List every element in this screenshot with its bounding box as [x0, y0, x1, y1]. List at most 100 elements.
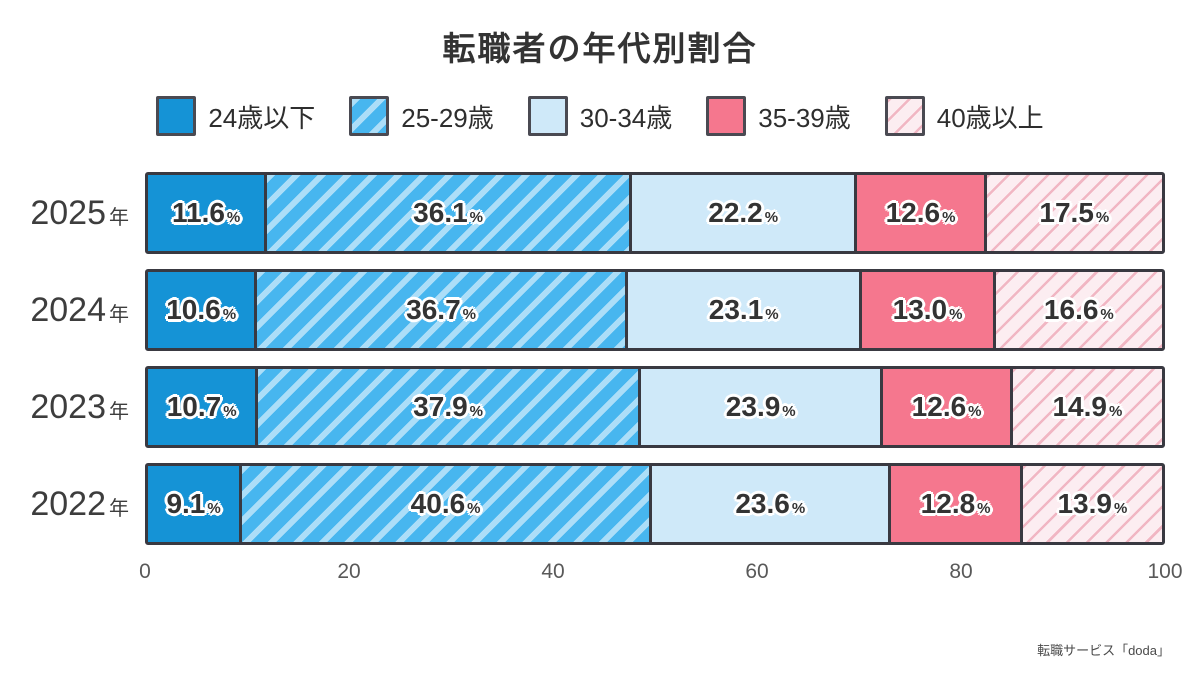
segment-value: 16.6% [1043, 294, 1114, 325]
bar-segment: 11.6% [145, 172, 268, 254]
legend-item-1: 25-29歳 [349, 96, 494, 136]
x-axis: 0 20 40 60 80 100 [139, 560, 1182, 588]
bar-segment: 17.5% [983, 172, 1165, 254]
year-label: 2024 年 [0, 291, 145, 330]
stacked-bar: 11.6% 36.1% 22.2% 12.6% 17.5% [145, 172, 1165, 254]
x-axis-tick: 0 [139, 560, 151, 583]
x-axis-tick: 80 [949, 560, 973, 583]
segment-value: 36.7% [406, 294, 476, 325]
percent-sign: % [765, 306, 779, 323]
legend: 24歳以下 25-29歳 30-34歳 35-39歳 40歳以上 [0, 96, 1200, 136]
bar-segment: 10.7% [145, 366, 259, 448]
legend-swatch-icon [884, 96, 925, 136]
bar-segment: 22.2% [628, 172, 858, 254]
percent-sign: % [462, 306, 476, 323]
percent-sign: % [791, 500, 806, 517]
bar-segment: 23.1% [624, 269, 863, 351]
year-number: 2025 [30, 193, 106, 232]
legend-label: 24歳以下 [208, 102, 316, 133]
percent-sign: % [223, 403, 237, 420]
segment-value: 14.9% [1052, 391, 1123, 422]
bar-segment: 12.6% [880, 366, 1013, 448]
bar-segment: 23.6% [649, 463, 892, 545]
bar-row-2024: 2024 年 10.6% 36.7% 23.1% 13.0% 16.6% [0, 269, 1166, 351]
segment-value: 10.6% [166, 294, 237, 325]
segment-value: 10.7% [166, 391, 237, 422]
percent-sign: % [977, 500, 991, 517]
bar-segment: 12.8% [888, 463, 1023, 545]
bar-segment: 10.6% [145, 269, 258, 351]
segment-value: 23.6% [735, 488, 806, 519]
legend-item-2: 30-34歳 [527, 96, 673, 136]
year-number: 2023 [30, 387, 106, 426]
bar-segment: 36.1% [264, 172, 632, 254]
chart-title: 転職者の年代別割合 [442, 30, 758, 67]
bar-segment: 13.9% [1019, 463, 1165, 545]
bar-row-2023: 2023 年 10.7% 37.9% 23.9% 12.6% 14.9% [0, 366, 1166, 448]
legend-swatch-icon [156, 96, 197, 136]
stacked-bar: 10.6% 36.7% 23.1% 13.0% 16.6% [145, 269, 1166, 351]
segment-value: 40.6% [410, 488, 481, 519]
segment-value: 12.6% [911, 391, 982, 422]
x-axis-row: 0 20 40 60 80 100 [0, 560, 1200, 588]
stacked-bar: 10.7% 37.9% 23.9% 12.6% 14.9% [145, 366, 1166, 448]
legend-swatch-icon [349, 96, 390, 136]
percent-sign: % [469, 403, 484, 420]
bar-segment: 9.1% [145, 463, 243, 545]
bar-segment: 40.6% [239, 463, 652, 545]
legend-label: 25-29歳 [401, 102, 494, 133]
percent-sign: % [207, 500, 221, 517]
bar-segment: 16.6% [992, 269, 1166, 351]
segment-value: 13.9% [1057, 488, 1128, 519]
year-label: 2023 年 [0, 388, 145, 427]
source-credit: 転職サービス「doda」 [1037, 643, 1170, 658]
percent-sign: % [942, 209, 956, 226]
stacked-bar: 9.1% 40.6% 23.6% 12.8% 13.9% [145, 463, 1165, 545]
segment-value: 37.9% [413, 391, 484, 422]
segment-value: 13.0% [892, 294, 963, 325]
segment-value: 17.5% [1039, 197, 1110, 228]
percent-sign: % [469, 209, 484, 226]
segment-value: 11.6% [171, 197, 241, 228]
percent-sign: % [1100, 306, 1114, 323]
segment-value: 23.1% [708, 294, 779, 325]
segment-value: 36.1% [413, 197, 484, 228]
bars-area: 2025 年 11.6% 36.1% 22.2% 12.6% 17.5% 2024 年 10.6%… [0, 172, 1200, 545]
legend-label: 30-34歳 [579, 102, 673, 133]
percent-sign: % [764, 209, 779, 226]
percent-sign: % [467, 500, 481, 517]
legend-swatch-icon [527, 96, 568, 136]
bar-segment: 36.7% [254, 269, 628, 351]
percent-sign: % [222, 306, 237, 323]
percent-sign: % [226, 209, 241, 226]
legend-swatch-icon [706, 96, 747, 136]
year-suffix: 年 [109, 206, 129, 229]
legend-label: 40歳以上 [936, 102, 1044, 133]
legend-item-3: 35-39歳 [706, 96, 851, 136]
bar-segment: 12.6% [854, 172, 987, 254]
percent-sign: % [949, 306, 963, 323]
bar-segment: 14.9% [1009, 366, 1166, 448]
bar-row-2025: 2025 年 11.6% 36.1% 22.2% 12.6% 17.5% [0, 172, 1165, 254]
x-axis-spacer [0, 560, 145, 588]
year-suffix: 年 [109, 400, 129, 423]
x-axis-tick: 40 [541, 560, 565, 583]
segment-value: 9.1% [166, 488, 221, 519]
percent-sign: % [968, 403, 982, 420]
bar-segment: 23.9% [637, 366, 884, 448]
segment-value: 12.8% [920, 488, 991, 519]
year-label: 2022 年 [0, 485, 145, 524]
percent-sign: % [1113, 500, 1128, 517]
x-axis-tick: 100 [1147, 560, 1183, 583]
year-suffix: 年 [109, 303, 129, 326]
x-axis-tick: 60 [745, 560, 769, 583]
x-axis-tick: 20 [337, 560, 361, 583]
legend-label: 35-39歳 [758, 102, 851, 133]
bar-segment: 37.9% [255, 366, 641, 448]
segment-value: 23.9% [725, 391, 796, 422]
year-suffix: 年 [109, 497, 129, 520]
legend-item-4: 40歳以上 [884, 96, 1044, 136]
percent-sign: % [1095, 209, 1110, 226]
bar-segment: 13.0% [859, 269, 996, 351]
year-number: 2024 [30, 290, 106, 329]
